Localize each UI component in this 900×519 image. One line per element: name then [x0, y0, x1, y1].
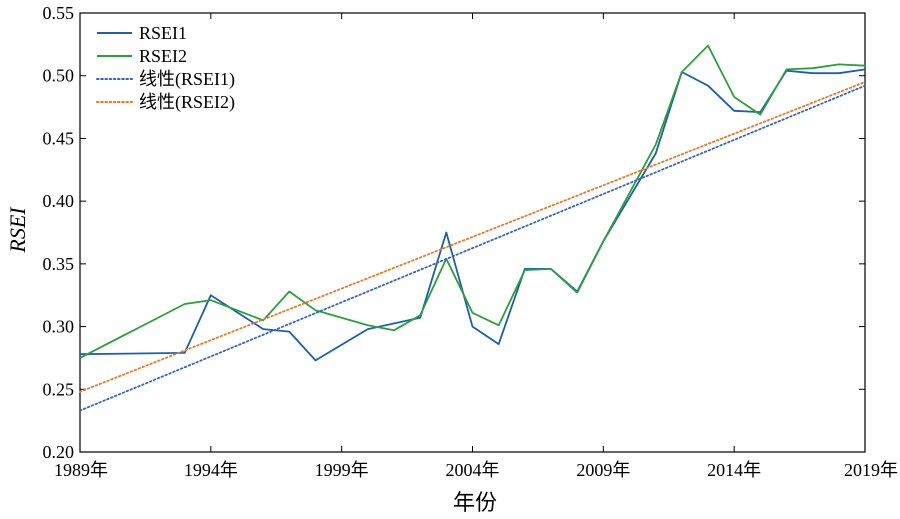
legend-label-2: RSEI2	[139, 46, 187, 66]
x-axis-ticks: 1989年 1994年 1999年 2004年 2009年 2014年 2019年	[54, 13, 898, 480]
y-tick-label: 0.30	[43, 317, 75, 337]
legend: RSEI1 RSEI2 线性(RSEI1)线性(RSEI2)	[96, 23, 235, 113]
series-line-3	[79, 84, 866, 412]
y-axis-title: RSEI	[5, 206, 30, 254]
series-line-1	[79, 68, 866, 362]
x-tick-label: 1989年	[54, 460, 108, 480]
y-tick-label: 0.35	[43, 254, 75, 274]
x-tick-label: 2004年	[446, 460, 500, 480]
y-tick-label: 0.40	[43, 191, 75, 211]
y-axis-ticks: 0.20 0.25 0.30 0.35 0.40 0.45 0.50 0.55	[43, 3, 865, 462]
legend-label-4: 线性(RSEI2)	[139, 92, 235, 113]
x-tick-label: 2014年	[707, 460, 761, 480]
series-line-2	[79, 44, 866, 359]
y-tick-label: 0.25	[43, 379, 75, 399]
legend-label-3: 线性(RSEI1)	[139, 69, 235, 90]
x-tick-label: 2009年	[576, 460, 630, 480]
y-tick-label: 0.45	[43, 128, 75, 148]
y-tick-label: 0.50	[43, 66, 75, 86]
legend-label-1: RSEI1	[139, 23, 187, 43]
series-line-4	[79, 81, 866, 393]
series-layer	[79, 44, 866, 412]
y-tick-label: 0.55	[43, 3, 75, 23]
x-tick-label: 2019年	[844, 460, 898, 480]
x-axis-title: 年份	[453, 490, 497, 515]
x-tick-label: 1999年	[315, 460, 369, 480]
x-tick-label: 1994年	[184, 460, 238, 480]
y-tick-label: 0.20	[43, 442, 75, 462]
